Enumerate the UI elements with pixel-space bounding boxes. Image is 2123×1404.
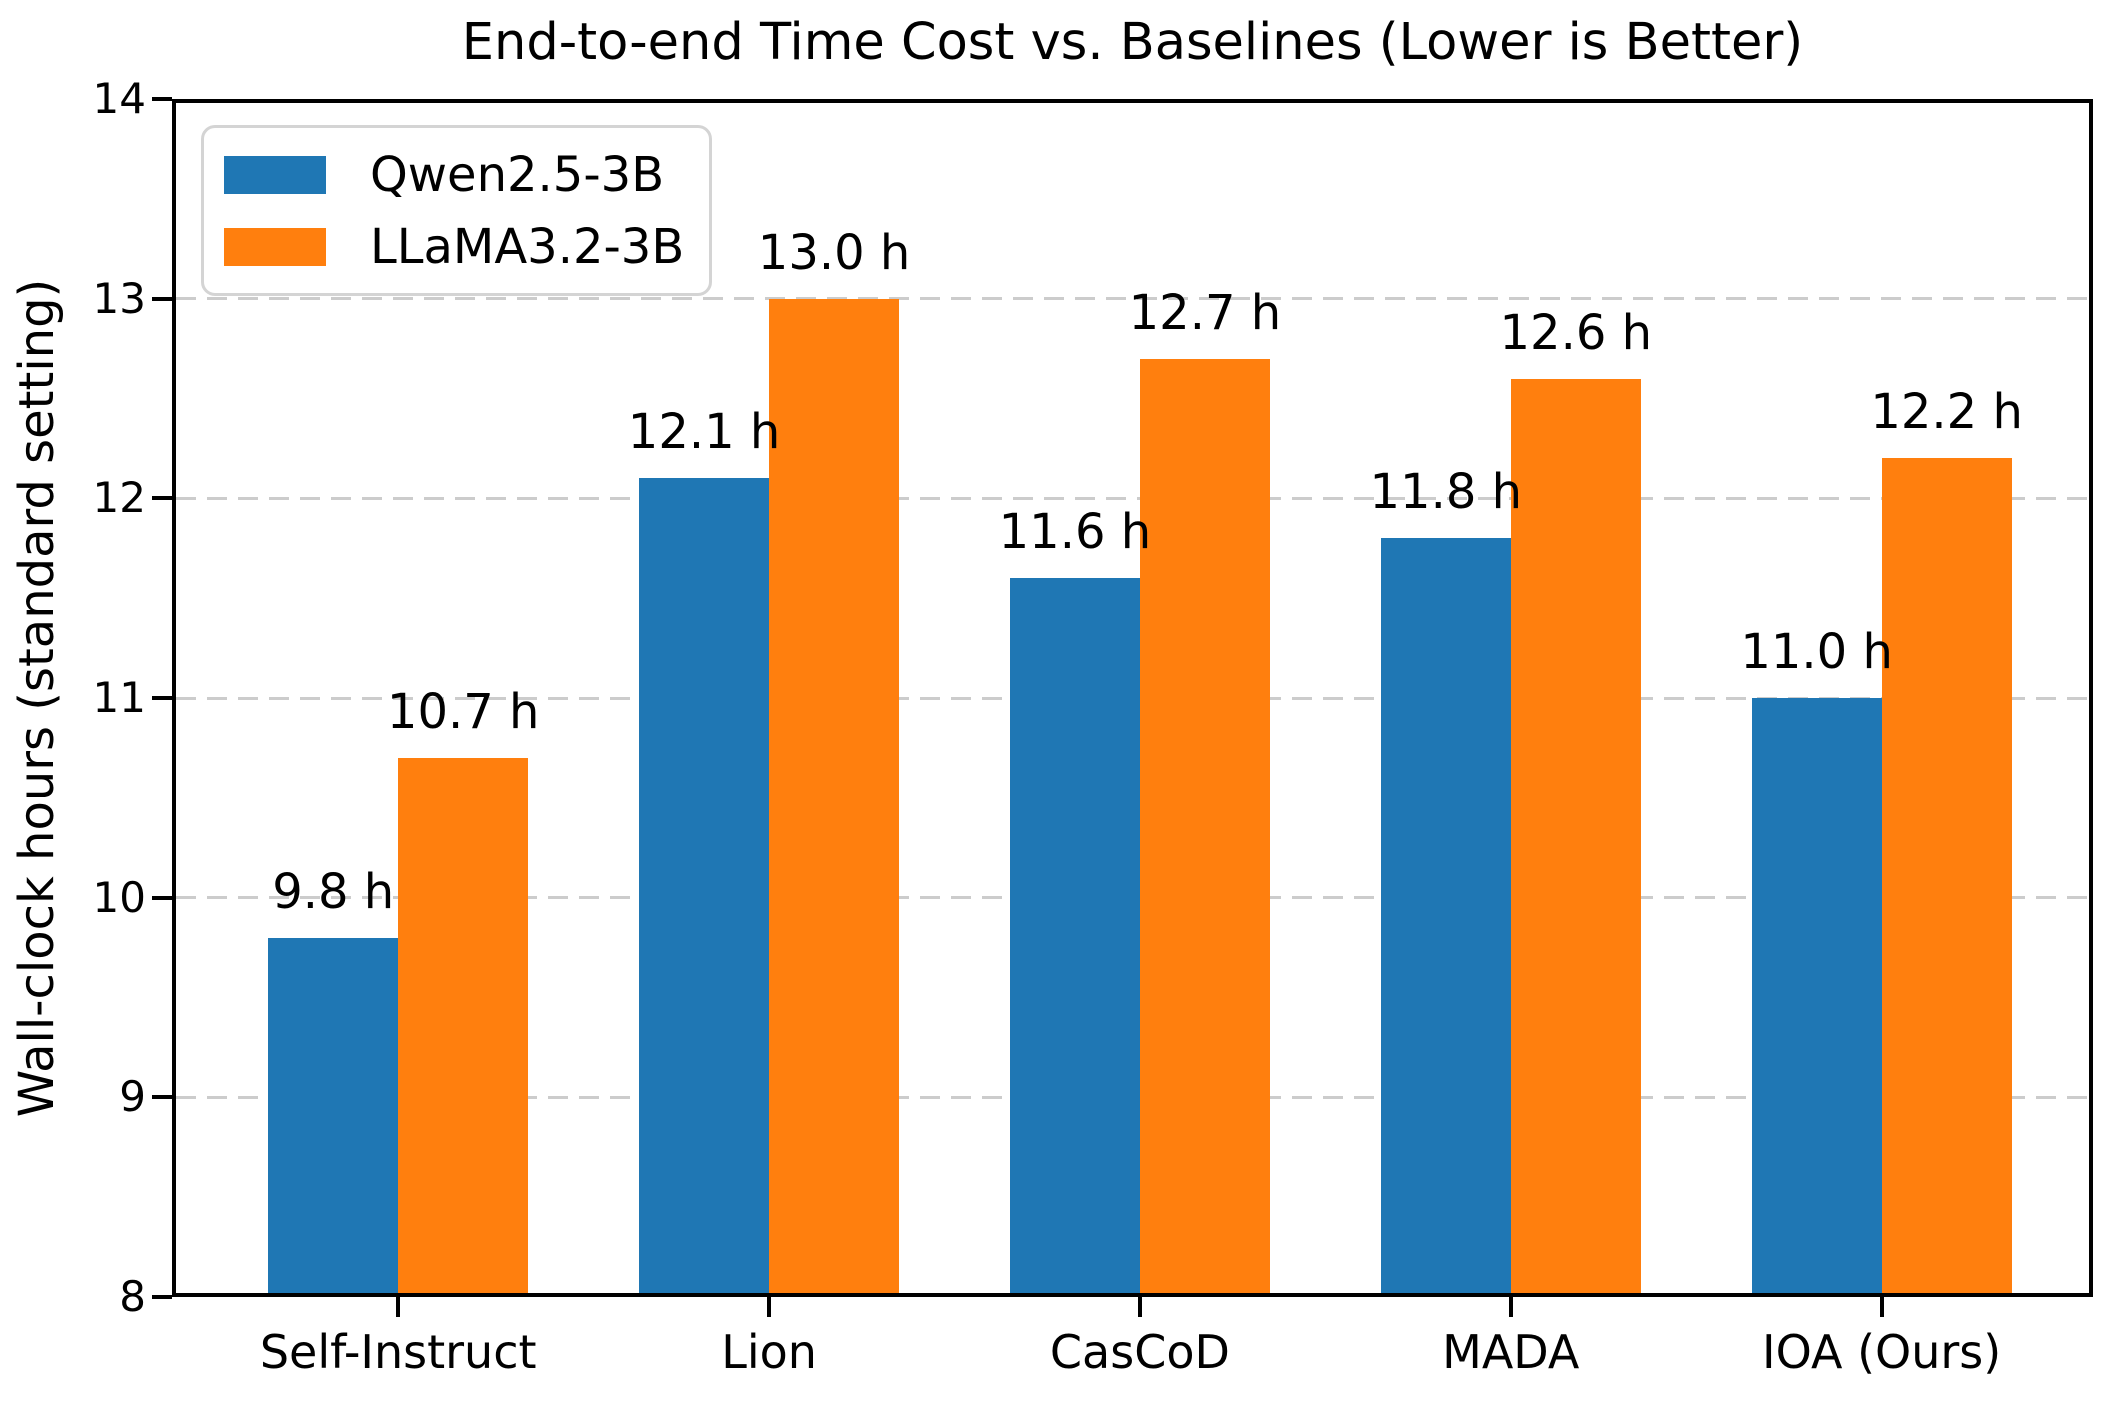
y-tick-mark-13 [152, 296, 172, 301]
x-tick-mark-ioa-ours [1879, 1297, 1884, 1317]
x-tick-label-self-instruct: Self-Instruct [259, 1325, 537, 1379]
bar-qwen2-5-3b-mada [1380, 538, 1511, 1293]
x-tick-label-ioa-ours: IOA (Ours) [1762, 1325, 2002, 1379]
x-tick-mark-mada [1508, 1297, 1513, 1317]
x-tick-label-mada: MADA [1442, 1325, 1580, 1379]
y-tick-label-12: 12 [92, 473, 146, 523]
y-tick-label-13: 13 [92, 273, 146, 323]
x-tick-mark-self-instruct [396, 1297, 401, 1317]
x-tick-label-lion: Lion [721, 1325, 817, 1379]
bar-qwen2-5-3b-lion [639, 478, 770, 1293]
bar-llama3-2-3b-cascod [1139, 358, 1270, 1293]
legend-row-qwen2-5-3b: Qwen2.5-3B [224, 151, 709, 199]
value-label-llama3-2-3b-mada: 12.6 h [1499, 304, 1653, 361]
gridline-y-12 [176, 496, 2089, 500]
value-label-llama3-2-3b-lion: 13.0 h [757, 224, 911, 281]
value-label-llama3-2-3b-self-instruct: 10.7 h [386, 683, 540, 740]
bar-qwen2-5-3b-self-instruct [268, 937, 399, 1293]
y-tick-mark-10 [152, 895, 172, 900]
y-tick-mark-12 [152, 496, 172, 501]
x-tick-label-cascod: CasCoD [1049, 1325, 1230, 1379]
value-label-qwen2-5-3b-self-instruct: 9.8 h [272, 863, 395, 920]
value-label-qwen2-5-3b-mada: 11.8 h [1369, 464, 1523, 521]
y-tick-mark-11 [152, 696, 172, 700]
value-label-llama3-2-3b-cascod: 12.7 h [1128, 284, 1282, 341]
bar-llama3-2-3b-mada [1510, 378, 1641, 1293]
bar-qwen2-5-3b-ioa-ours [1751, 698, 1882, 1293]
y-tick-mark-9 [152, 1095, 172, 1100]
legend-row-llama3-2-3b: LLaMA3.2-3B [224, 223, 709, 271]
y-tick-label-9: 9 [119, 1072, 146, 1122]
y-tick-label-14: 14 [92, 74, 146, 123]
bar-llama3-2-3b-ioa-ours [1881, 458, 2012, 1293]
value-label-qwen2-5-3b-cascod: 11.6 h [998, 504, 1152, 561]
y-tick-label-10: 10 [92, 872, 146, 922]
legend-label-qwen2-5-3b: Qwen2.5-3B [370, 146, 665, 203]
y-tick-label-11: 11 [92, 673, 146, 722]
y-tick-label-8: 8 [119, 1272, 146, 1321]
bar-qwen2-5-3b-cascod [1009, 578, 1140, 1293]
chart-title: End-to-end Time Cost vs. Baselines (Lowe… [461, 13, 1804, 72]
x-tick-mark-cascod [1137, 1297, 1142, 1317]
value-label-qwen2-5-3b-lion: 12.1 h [627, 404, 781, 461]
legend: Qwen2.5-3B LLaMA3.2-3B [201, 125, 712, 296]
legend-swatch-qwen2-5-3b [224, 155, 326, 194]
y-tick-mark-8 [152, 1295, 172, 1299]
y-tick-mark-14 [152, 97, 172, 101]
legend-swatch-llama3-2-3b [224, 227, 326, 266]
legend-label-llama3-2-3b: LLaMA3.2-3B [370, 218, 685, 275]
gridline-y-13 [176, 297, 2089, 301]
bar-llama3-2-3b-lion [769, 298, 900, 1293]
value-label-qwen2-5-3b-ioa-ours: 11.0 h [1740, 624, 1893, 680]
x-tick-mark-lion [767, 1297, 772, 1317]
value-label-llama3-2-3b-ioa-ours: 12.2 h [1870, 384, 2023, 441]
bar-llama3-2-3b-self-instruct [398, 757, 529, 1293]
